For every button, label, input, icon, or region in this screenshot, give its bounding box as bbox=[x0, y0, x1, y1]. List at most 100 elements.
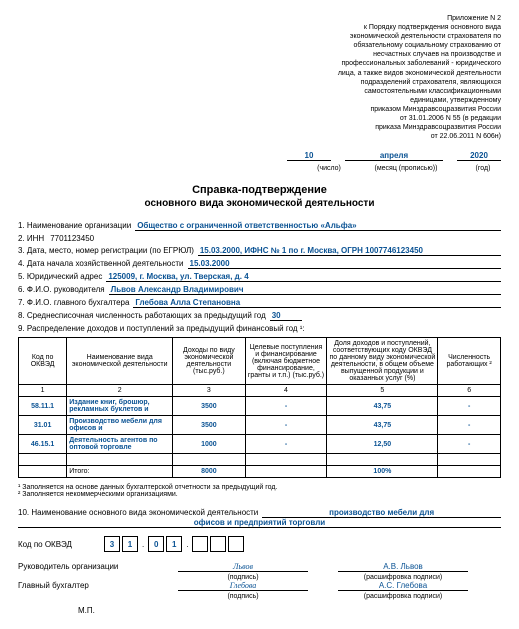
hdr-l3: экономической деятельности страхователя … bbox=[18, 32, 501, 41]
doc-subtitle: основного вида экономической деятельност… bbox=[18, 198, 501, 209]
total-label: Итого: bbox=[67, 466, 173, 478]
hdr-l13: приказа Минздравсоцразвития России bbox=[18, 123, 501, 132]
r2c2: Производство мебели для офисов и bbox=[67, 416, 173, 435]
header-block: Приложение N 2 к Порядку подтверждения о… bbox=[18, 14, 501, 141]
date-year: 2020 bbox=[457, 151, 501, 161]
sign-name-2: А.С. Глебова bbox=[338, 581, 468, 591]
hdr-l4: обязательному социальному страхованию от bbox=[18, 41, 501, 50]
sign-sig-1: Львов bbox=[178, 562, 308, 572]
date-day: 10 bbox=[287, 151, 331, 161]
sign-sub-2b: (расшифровка подписи) bbox=[338, 593, 468, 600]
sign-role-1: Руководитель организации bbox=[18, 562, 178, 571]
hdr-l5: несчастных случаев на производстве и bbox=[18, 50, 501, 59]
colnum-3: 3 bbox=[173, 385, 245, 397]
okved-row: Код по ОКВЭД 3 1 . 0 1 . bbox=[18, 536, 501, 552]
th-1: Код по ОКВЭД bbox=[19, 338, 67, 385]
hdr-l11: приказом Минздравсоцразвития России bbox=[18, 105, 501, 114]
f8-label: 8. Среднесписочная численность работающи… bbox=[18, 311, 266, 320]
total-c3: 8000 bbox=[173, 466, 245, 478]
r2c4: - bbox=[245, 416, 327, 435]
sign-role-2: Главный бухгалтер bbox=[18, 581, 178, 590]
colnum-6: 6 bbox=[438, 385, 501, 397]
f5-value: 125009, г. Москва, ул. Тверская, д. 4 bbox=[106, 272, 501, 282]
r3c3: 1000 bbox=[173, 435, 245, 454]
okved-d4: 1 bbox=[166, 536, 182, 552]
date-labels: (число) (месяц (прописью)) (год) bbox=[18, 165, 501, 172]
r3c2: Деятельность агентов по оптовой торговле bbox=[67, 435, 173, 454]
okved-d7 bbox=[228, 536, 244, 552]
date-month: апреля bbox=[345, 151, 443, 161]
okved-d3: 0 bbox=[148, 536, 164, 552]
th-6: Численность работающих ² bbox=[438, 338, 501, 385]
f3-value: 15.03.2000, ИФНС № 1 по г. Москва, ОГРН … bbox=[198, 246, 501, 256]
hdr-l10: единицами, утвержденному bbox=[18, 96, 501, 105]
f9-label: 9. Распределение доходов и поступлений з… bbox=[18, 324, 305, 333]
signature-block: Руководитель организации Львов А.В. Льво… bbox=[18, 562, 501, 615]
main-activity-label: 10. Наименование основного вида экономич… bbox=[18, 508, 258, 517]
table-row: 31.01 Производство мебели для офисов и 3… bbox=[19, 416, 501, 435]
r3c1: 46.15.1 bbox=[19, 435, 67, 454]
f8-value: 30 bbox=[270, 311, 302, 321]
f7-label: 7. Ф.И.О. главного бухгалтера bbox=[18, 298, 129, 307]
colnum-5: 5 bbox=[327, 385, 438, 397]
f5-label: 5. Юридический адрес bbox=[18, 272, 102, 281]
table-row: 46.15.1 Деятельность агентов по оптовой … bbox=[19, 435, 501, 454]
colnum-2: 2 bbox=[67, 385, 173, 397]
hdr-l14: от 22.06.2011 N 606н) bbox=[18, 132, 501, 141]
okved-d6 bbox=[210, 536, 226, 552]
hdr-l1: Приложение N 2 bbox=[18, 14, 501, 23]
hdr-l9: самостоятельными классификационными bbox=[18, 87, 501, 96]
table-row: 58.11.1 Издание книг, брошюр, рекламных … bbox=[19, 397, 501, 416]
main-activity-line1: производство мебели для bbox=[262, 508, 501, 518]
doc-title: Справка-подтверждение bbox=[18, 184, 501, 196]
okved-d1: 3 bbox=[104, 536, 120, 552]
table-row-empty bbox=[19, 454, 501, 466]
okved-d5 bbox=[192, 536, 208, 552]
activity-table: Код по ОКВЭД Наименование вида экономиче… bbox=[18, 337, 501, 478]
f6-value: Львов Александр Владимирович bbox=[109, 285, 501, 295]
r1c5: 43,75 bbox=[327, 397, 438, 416]
hdr-l7: лица, а также видов экономической деятел… bbox=[18, 69, 501, 78]
r2c3: 3500 bbox=[173, 416, 245, 435]
date-l3: (год) bbox=[465, 165, 501, 172]
r1c6: - bbox=[438, 397, 501, 416]
f4-value: 15.03.2000 bbox=[188, 259, 501, 269]
r2c6: - bbox=[438, 416, 501, 435]
hdr-l2: к Порядку подтверждения основного вида bbox=[18, 23, 501, 32]
table-total-row: Итого: 8000 100% bbox=[19, 466, 501, 478]
okved-sep: . bbox=[140, 540, 146, 549]
th-5: Доля доходов и поступлений, соответствую… bbox=[327, 338, 438, 385]
mp-label: М.П. bbox=[78, 606, 501, 615]
colnum-4: 4 bbox=[245, 385, 327, 397]
footnote-1: ¹ Заполняется на основе данных бухгалтер… bbox=[18, 484, 501, 491]
f6-label: 6. Ф.И.О. руководителя bbox=[18, 285, 105, 294]
total-c5: 100% bbox=[327, 466, 438, 478]
footnotes: ¹ Заполняется на основе данных бухгалтер… bbox=[18, 484, 501, 498]
r1c3: 3500 bbox=[173, 397, 245, 416]
sign-name-1: А.В. Львов bbox=[338, 562, 468, 572]
r1c2: Издание книг, брошюр, рекламных буклетов… bbox=[67, 397, 173, 416]
sign-sub-1b: (расшифровка подписи) bbox=[338, 574, 468, 581]
hdr-l6: профессиональных заболеваний - юридическ… bbox=[18, 59, 501, 68]
r2c1: 31.01 bbox=[19, 416, 67, 435]
hdr-l8: подразделений страхователя, являющихся bbox=[18, 78, 501, 87]
f7-value: Глебова Алла Степановна bbox=[133, 298, 501, 308]
r2c5: 43,75 bbox=[327, 416, 438, 435]
th-3: Доходы по виду экономической деятельност… bbox=[173, 338, 245, 385]
footnote-2: ² Заполняется некоммерческими организаци… bbox=[18, 491, 501, 498]
sign-sig-2: Глебова bbox=[178, 581, 308, 591]
colnum-1: 1 bbox=[19, 385, 67, 397]
sign-sub-2a: (подпись) bbox=[178, 593, 308, 600]
f4-label: 4. Дата начала хозяйственной деятельност… bbox=[18, 259, 184, 268]
f2-label: 2. ИНН bbox=[18, 234, 44, 243]
okved-sep2: . bbox=[184, 540, 190, 549]
th-2: Наименование вида экономической деятельн… bbox=[67, 338, 173, 385]
r3c4: - bbox=[245, 435, 327, 454]
r1c1: 58.11.1 bbox=[19, 397, 67, 416]
date-l1: (число) bbox=[311, 165, 347, 172]
f2-value: 7701123450 bbox=[48, 234, 501, 243]
r3c5: 12,50 bbox=[327, 435, 438, 454]
r1c4: - bbox=[245, 397, 327, 416]
date-row: 10 апреля 2020 bbox=[18, 151, 501, 161]
date-l2: (месяц (прописью)) bbox=[361, 165, 451, 172]
